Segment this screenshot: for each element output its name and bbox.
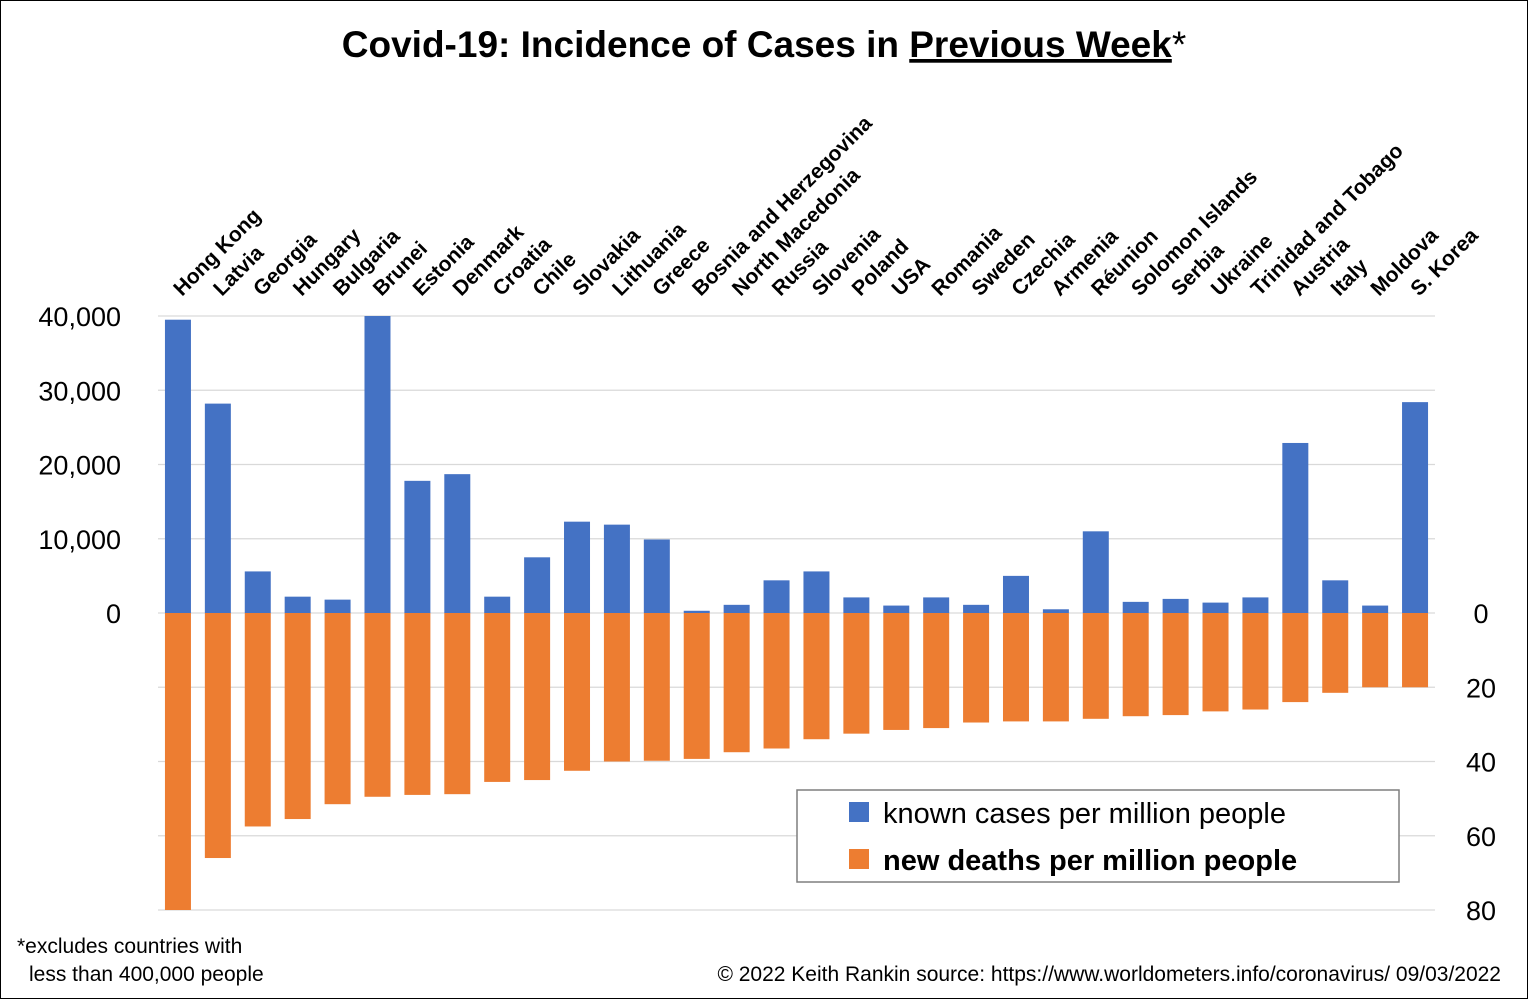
bar-cases (963, 604, 990, 613)
bar-deaths (324, 613, 351, 805)
bar-deaths (524, 613, 551, 781)
legend-box (796, 789, 1400, 883)
bar-cases (444, 474, 471, 613)
bar-deaths (843, 613, 870, 734)
left-axis-ticks: 40,000 30,000 20,000 10,000 0 (38, 302, 121, 629)
bar-deaths (1362, 613, 1389, 688)
bar-cases (164, 319, 191, 613)
legend-label-deaths: new deaths per million people (883, 845, 1297, 877)
bar-cases (484, 596, 511, 613)
bar-cases (284, 596, 311, 613)
title-suffix: * (1172, 24, 1186, 65)
bar-cases (1002, 575, 1029, 613)
bar-cases (364, 316, 391, 613)
bar-cases (763, 580, 790, 613)
bar-cases (404, 480, 431, 613)
bar-cases (1042, 609, 1069, 613)
chart-title: Covid-19: Incidence of Cases in Previous… (342, 24, 1186, 65)
bar-deaths (484, 613, 511, 782)
bar-deaths (1402, 613, 1429, 688)
legend-label-cases: known cases per million people (883, 798, 1286, 830)
footnote-line-2: less than 400,000 people (29, 963, 264, 986)
bar-cases (843, 597, 870, 613)
legend-swatch-cases (849, 802, 869, 822)
bar-cases (524, 557, 551, 613)
bar-deaths (1002, 613, 1029, 722)
right-tick-label: 20 (1466, 673, 1496, 703)
bar-deaths (963, 613, 990, 723)
bar-deaths (603, 613, 630, 762)
bar-cases (923, 597, 950, 613)
bar-cases (643, 539, 670, 613)
category-labels: Hong KongLatviaGeorgiaHungaryBulgariaBru… (169, 112, 1483, 301)
bar-deaths (1042, 613, 1069, 722)
bar-deaths (204, 613, 231, 859)
bar-cases (244, 571, 271, 613)
right-tick-label: 40 (1466, 748, 1496, 778)
bar-deaths (1322, 613, 1349, 693)
footer: *excludes countries with less than 400,0… (17, 935, 1501, 986)
credit-source-date: © 2022 Keith Rankin source: https://www.… (717, 963, 1501, 986)
bar-cases (1162, 598, 1189, 613)
bar-cases (883, 605, 910, 613)
legend-swatch-deaths (849, 849, 869, 869)
bar-cases (1202, 602, 1229, 613)
bar-deaths (444, 613, 471, 795)
title-text: Covid-19: Incidence of Cases in (342, 24, 909, 65)
left-tick-label: 20,000 (38, 451, 121, 481)
left-tick-label: 30,000 (38, 376, 121, 406)
bar-cases (1242, 597, 1269, 613)
bar-deaths (1122, 613, 1149, 717)
bar-deaths (1202, 613, 1229, 712)
bar-cases (683, 610, 710, 613)
bar-deaths (923, 613, 950, 729)
left-tick-label: 10,000 (38, 525, 121, 555)
bar-cases (1282, 442, 1309, 613)
bar-deaths (244, 613, 271, 827)
left-tick-label: 40,000 (38, 302, 121, 332)
bar-deaths (284, 613, 311, 820)
bar-deaths (364, 613, 391, 797)
bar-cases (1322, 580, 1349, 613)
bar-cases (564, 521, 591, 613)
right-tick-label: 60 (1466, 822, 1496, 852)
bar-deaths (803, 613, 830, 740)
bar-deaths (164, 613, 191, 910)
bar-cases (723, 604, 750, 613)
bar-deaths (883, 613, 910, 730)
right-axis-ticks: 0 20 40 60 80 (1466, 599, 1496, 926)
bar-deaths (643, 613, 670, 761)
bar-deaths (723, 613, 750, 753)
bars (164, 316, 1429, 910)
bar-cases (204, 403, 231, 613)
right-tick-label: 0 (1473, 599, 1488, 629)
bar-deaths (1162, 613, 1189, 716)
bar-deaths (404, 613, 431, 795)
bar-deaths (763, 613, 790, 749)
bar-cases (1362, 605, 1389, 613)
bar-deaths (1282, 613, 1309, 703)
bar-deaths (564, 613, 591, 771)
legend: known cases per million people new death… (796, 789, 1400, 883)
bar-deaths (1082, 613, 1109, 719)
title-emphasis: Previous Week (909, 24, 1172, 65)
bar-deaths (1242, 613, 1269, 710)
right-tick-label: 80 (1466, 896, 1496, 926)
bar-cases (324, 599, 351, 613)
footnote-line-1: *excludes countries with (17, 935, 242, 958)
bar-cases (1122, 601, 1149, 613)
bar-cases (1402, 402, 1429, 613)
bar-deaths (683, 613, 710, 759)
bar-cases (603, 524, 630, 613)
left-tick-label: 0 (106, 599, 121, 629)
bar-cases (1082, 531, 1109, 613)
bar-cases (803, 571, 830, 613)
